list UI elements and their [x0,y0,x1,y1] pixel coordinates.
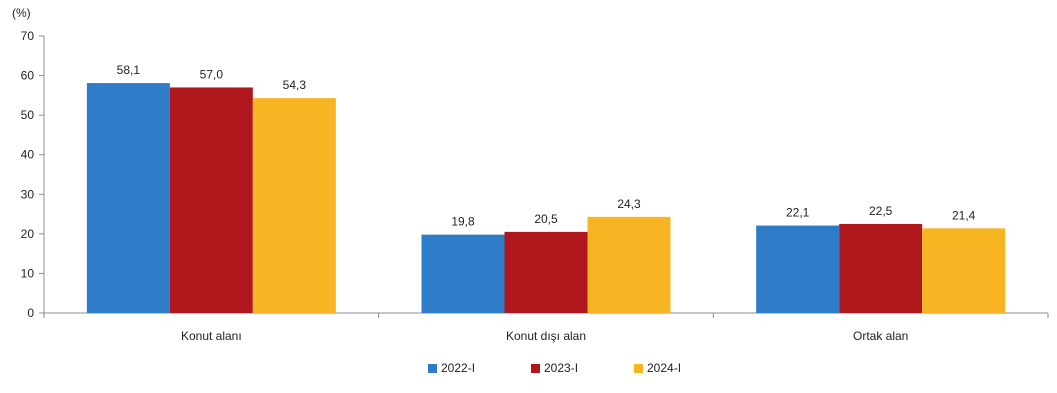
data-labels-group: 58,1 57,0 54,3 19,8 20,5 24,3 22,1 22,5 21,4 [117,63,976,229]
y-tick-label: 40 [21,148,35,162]
y-tick-label: 20 [21,227,35,241]
bar [756,225,840,313]
bar [587,216,671,313]
legend-swatch [428,364,437,373]
x-category-label: Konut alanı [181,329,242,343]
y-tick-label: 30 [21,187,35,201]
data-label: 58,1 [117,63,141,77]
x-category-label: Konut dışı alan [506,329,586,343]
data-label: 54,3 [283,78,307,92]
bar [922,228,1006,313]
legend-swatch [531,364,540,373]
y-tick-label: 60 [21,69,35,83]
legend: 2022-I 2023-I 2024-I [428,361,681,375]
y-tick-label: 10 [21,266,35,280]
data-label: 24,3 [617,197,641,211]
x-category-label: Ortak alan [853,329,908,343]
legend-label: 2023-I [544,361,578,375]
data-label: 20,5 [534,212,558,226]
x-axis: Konut alanı Konut dışı alan Ortak alan [43,312,1049,343]
data-label: 22,1 [786,206,810,220]
data-label: 22,5 [869,204,893,218]
y-unit-label: (%) [12,6,31,20]
data-label: 19,8 [451,215,475,229]
bar [252,98,336,314]
bar [169,87,253,313]
bar [504,231,588,313]
y-axis: 0 10 20 30 40 50 60 70 [21,29,45,320]
data-label: 21,4 [952,208,976,222]
legend-swatch [634,364,643,373]
legend-label: 2022-I [441,361,475,375]
bar [86,83,170,313]
y-tick-label: 70 [21,29,35,43]
data-label: 57,0 [200,67,224,81]
legend-label: 2024-I [647,361,681,375]
y-tick-label: 50 [21,108,35,122]
bar [839,223,923,313]
bar [421,234,505,313]
y-tick-label: 0 [27,306,34,320]
bars-group [86,83,1006,314]
